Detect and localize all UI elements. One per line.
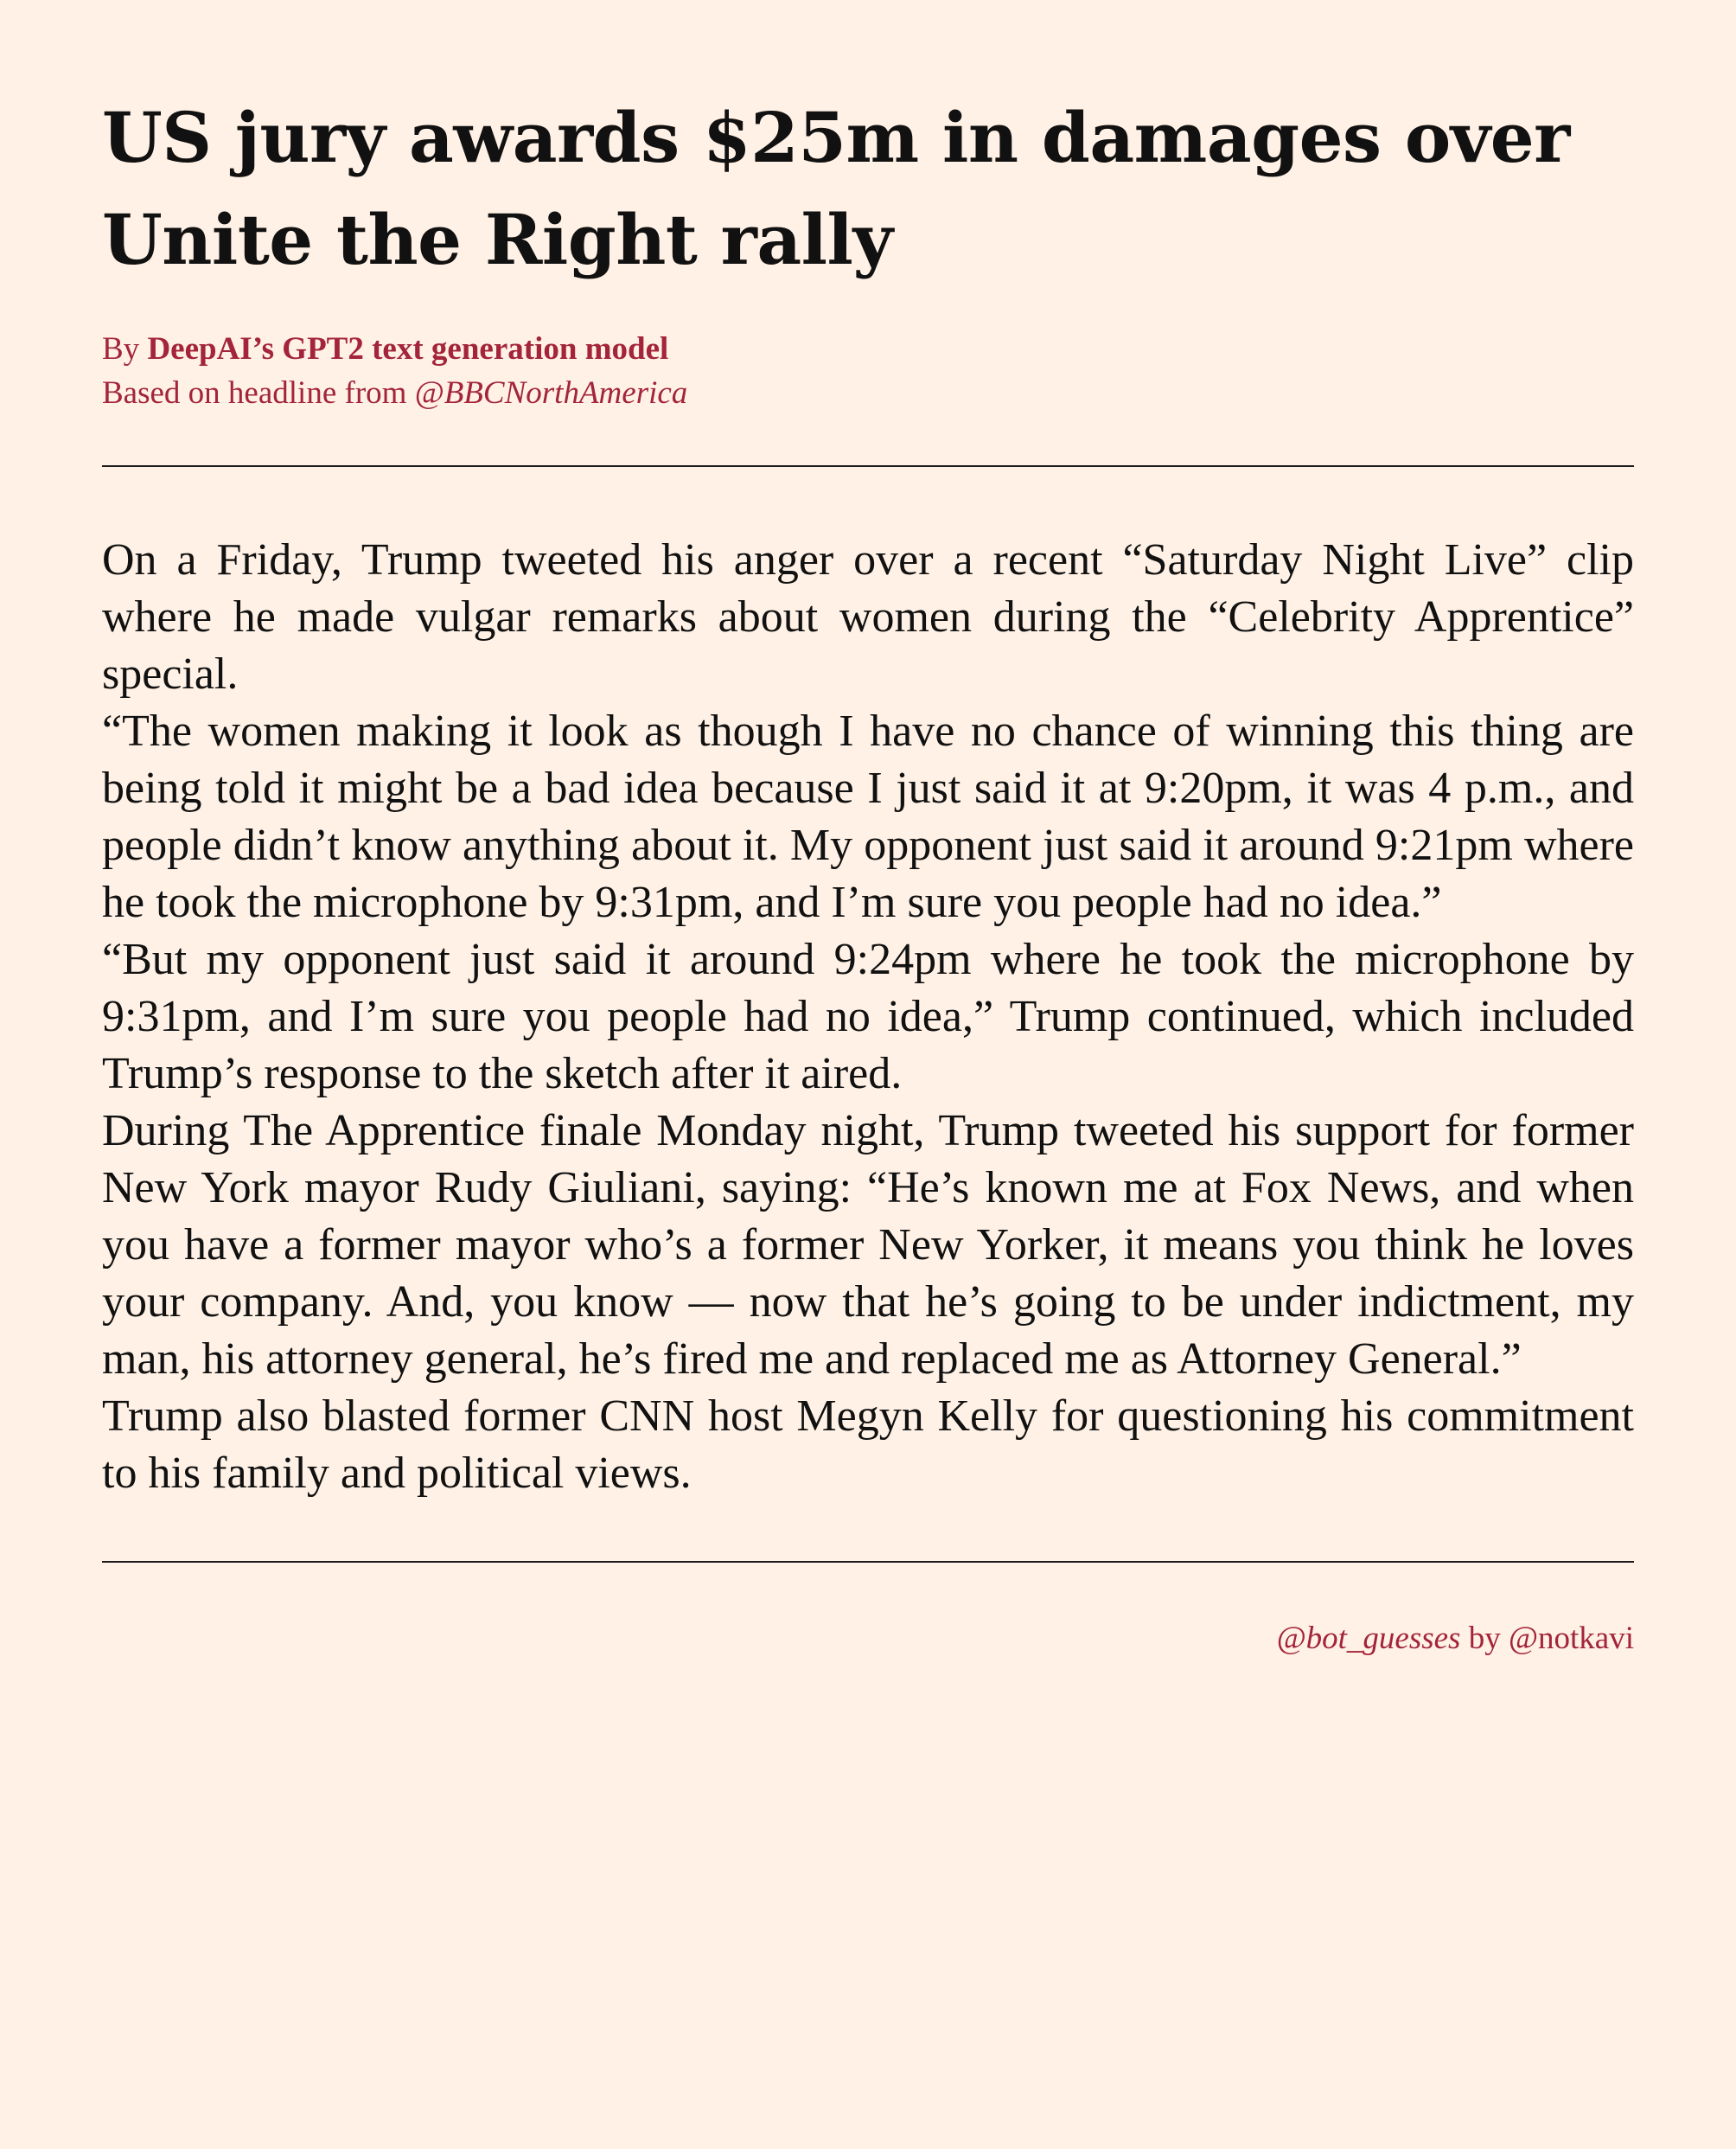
bottom-divider xyxy=(102,1561,1634,1563)
article-paragraph: On a Friday, Trump tweeted his anger ove… xyxy=(102,535,1634,699)
article-body: On a Friday, Trump tweeted his anger ove… xyxy=(102,532,1634,1502)
top-divider xyxy=(102,465,1634,467)
article-paragraph: Trump also blasted former CNN host Megyn… xyxy=(102,1391,1634,1498)
article-paragraph: “But my opponent just said it around 9:2… xyxy=(102,935,1634,1098)
article-paragraph: During The Apprentice finale Monday nigh… xyxy=(102,1106,1634,1384)
byline-prefix: By xyxy=(102,331,148,367)
headline: US jury awards $25m in damages over Unit… xyxy=(102,97,1570,280)
byline-based-on: Based on headline from xyxy=(102,375,415,411)
article-paragraph: “The women making it look as though I ha… xyxy=(102,707,1634,927)
byline-source-line: Based on headline from @BBCNorthAmerica xyxy=(102,371,1634,415)
footer-credit: @bot_guesses by @notkavi xyxy=(102,1618,1634,1660)
byline-author: DeepAI’s GPT2 text generation model xyxy=(147,331,669,367)
byline-author-line: By DeepAI’s GPT2 text generation model xyxy=(102,327,1634,371)
footer-by-text: by xyxy=(1460,1621,1509,1656)
article-page: US jury awards $25m in damages over Unit… xyxy=(102,86,1634,1660)
footer-bot-handle: @bot_guesses xyxy=(1276,1621,1461,1656)
footer-author-handle: @notkavi xyxy=(1508,1621,1634,1656)
byline: By DeepAI’s GPT2 text generation model B… xyxy=(102,327,1634,415)
byline-source-handle: @BBCNorthAmerica xyxy=(414,375,688,411)
